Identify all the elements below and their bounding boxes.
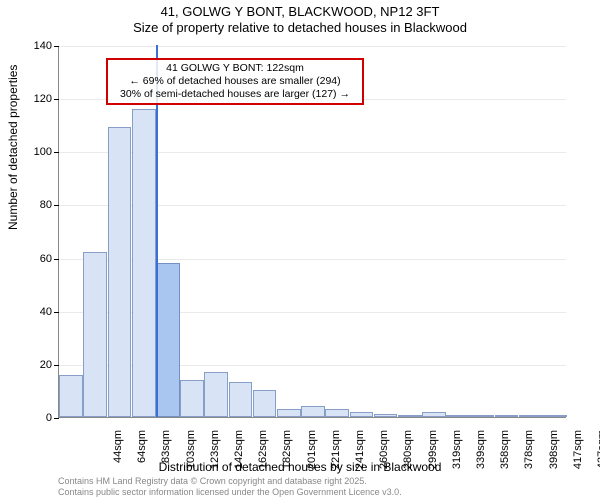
histogram-bar <box>470 415 494 417</box>
histogram-bar <box>374 414 398 417</box>
annotation-line: 41 GOLWG Y BONT: 122sqm <box>112 62 358 75</box>
histogram-bar <box>301 406 325 417</box>
histogram-bar <box>156 263 180 417</box>
x-tick-label: 358sqm <box>499 430 511 480</box>
x-tick-label: 64sqm <box>136 430 148 480</box>
x-tick-label: 103sqm <box>185 430 197 480</box>
y-tick-label: 100 <box>12 146 52 158</box>
x-tick-label: 299sqm <box>427 430 439 480</box>
histogram-bar <box>398 415 422 417</box>
chart-title-line2: Size of property relative to detached ho… <box>0 20 600 36</box>
y-tick-label: 140 <box>12 40 52 52</box>
gridline <box>59 46 566 47</box>
x-tick-label: 83sqm <box>160 430 172 480</box>
plot-area: 41 GOLWG Y BONT: 122sqm← 69% of detached… <box>58 46 566 418</box>
x-tick-label: 319sqm <box>451 430 463 480</box>
y-tick-mark <box>54 99 59 100</box>
histogram-bar <box>350 412 374 417</box>
x-tick-label: 378sqm <box>523 430 535 480</box>
footer-line2: Contains public sector information licen… <box>58 487 402 498</box>
y-tick-mark <box>54 46 59 47</box>
x-tick-label: 201sqm <box>306 430 318 480</box>
y-tick-label: 60 <box>12 253 52 265</box>
y-tick-label: 80 <box>12 199 52 211</box>
y-tick-label: 20 <box>12 359 52 371</box>
x-tick-label: 142sqm <box>233 430 245 480</box>
histogram-bar <box>543 415 567 417</box>
histogram-bar <box>446 415 470 417</box>
histogram-bar <box>180 380 204 417</box>
y-tick-mark <box>54 259 59 260</box>
y-tick-mark <box>54 418 59 419</box>
x-tick-label: 398sqm <box>548 430 560 480</box>
x-tick-label: 162sqm <box>257 430 269 480</box>
x-tick-label: 241sqm <box>354 430 366 480</box>
y-tick-mark <box>54 152 59 153</box>
histogram-bar <box>277 409 301 417</box>
x-tick-label: 280sqm <box>402 430 414 480</box>
histogram-bar <box>495 415 519 417</box>
x-tick-label: 221sqm <box>330 430 342 480</box>
footer-line1: Contains HM Land Registry data © Crown c… <box>58 476 402 487</box>
y-tick-label: 40 <box>12 306 52 318</box>
chart-title-block: 41, GOLWG Y BONT, BLACKWOOD, NP12 3FT Si… <box>0 0 600 37</box>
histogram-bar <box>132 109 156 417</box>
histogram-bar <box>422 412 446 417</box>
annotation-line: ← 69% of detached houses are smaller (29… <box>112 75 358 88</box>
histogram-bar <box>253 390 277 417</box>
x-tick-label: 123sqm <box>209 430 221 480</box>
y-tick-mark <box>54 365 59 366</box>
histogram-bar <box>325 409 349 417</box>
y-tick-label: 0 <box>12 412 52 424</box>
y-tick-mark <box>54 205 59 206</box>
y-tick-label: 120 <box>12 93 52 105</box>
x-tick-label: 417sqm <box>572 430 584 480</box>
histogram-bar <box>519 415 543 417</box>
histogram-bar <box>108 127 132 417</box>
x-tick-label: 182sqm <box>281 430 293 480</box>
annotation-line: 30% of semi-detached houses are larger (… <box>112 88 358 101</box>
x-tick-label: 437sqm <box>596 430 600 480</box>
chart-area: 41 GOLWG Y BONT: 122sqm← 69% of detached… <box>58 46 566 418</box>
attribution-footer: Contains HM Land Registry data © Crown c… <box>58 476 402 498</box>
x-tick-label: 44sqm <box>112 430 124 480</box>
annotation-box: 41 GOLWG Y BONT: 122sqm← 69% of detached… <box>106 58 364 105</box>
histogram-bar <box>59 375 83 418</box>
x-tick-label: 339sqm <box>475 430 487 480</box>
histogram-bar <box>204 372 228 417</box>
y-tick-mark <box>54 312 59 313</box>
chart-title-line1: 41, GOLWG Y BONT, BLACKWOOD, NP12 3FT <box>0 4 600 20</box>
x-tick-label: 260sqm <box>378 430 390 480</box>
histogram-bar <box>229 382 253 417</box>
histogram-bar <box>83 252 107 417</box>
